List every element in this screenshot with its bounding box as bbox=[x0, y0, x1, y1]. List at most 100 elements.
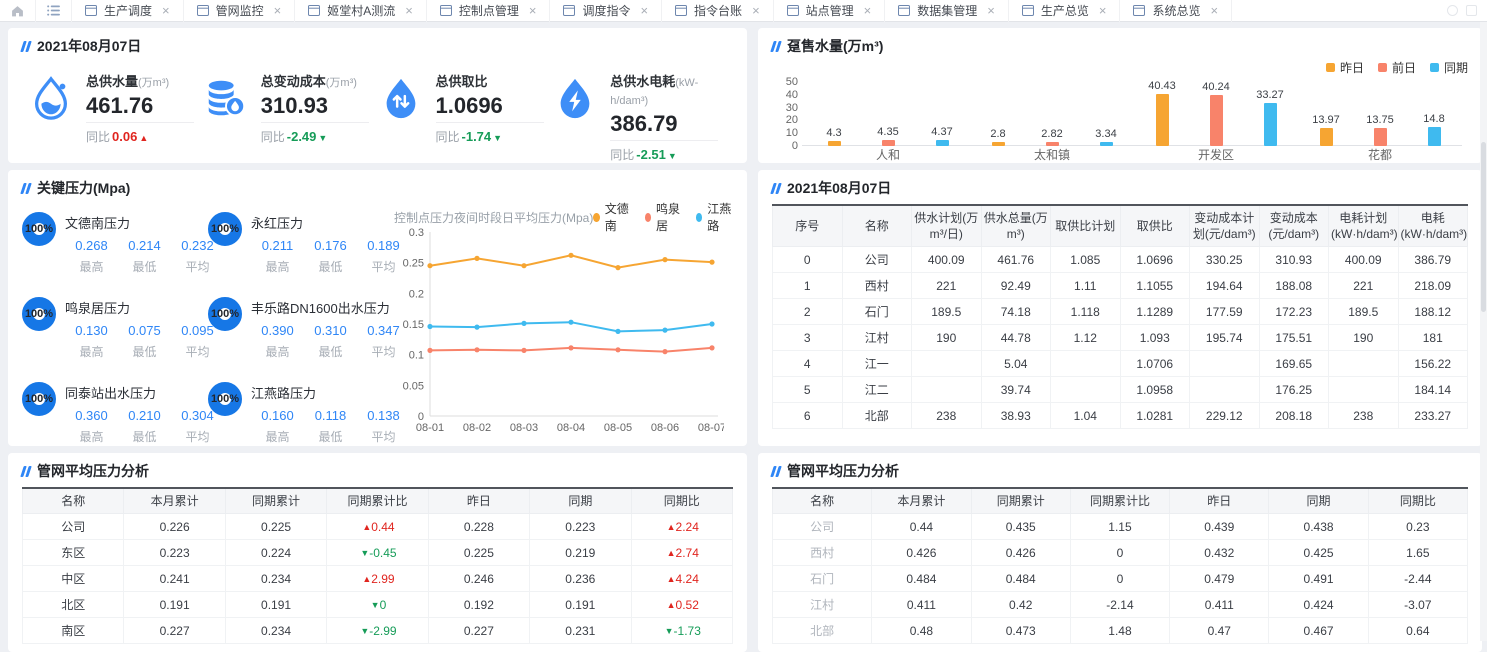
bar-legend: 昨日 前日 同期 bbox=[772, 59, 1468, 76]
trend-down-icon: ▼ bbox=[664, 625, 674, 636]
table-cell: 229.12 bbox=[1189, 402, 1260, 430]
tab[interactable]: 站点管理 × bbox=[774, 0, 886, 22]
bar bbox=[1209, 94, 1223, 146]
tab-label: 姬堂村A测流 bbox=[327, 4, 396, 18]
gauge-info: 文德南压力 0.268 最高 0.214 最低 0.232 平均 bbox=[65, 212, 224, 275]
table-cell: 5.04 bbox=[980, 350, 1051, 378]
gauge-values: 0.268 最高 0.214 最低 0.232 平均 bbox=[65, 238, 224, 275]
pipe-pressure-left-panel: 管网平均压力分析 名称 本月累计 同期累计 同期累计比 昨日 同期 同期比 公司 0.226 0.… bbox=[8, 453, 747, 652]
legend-item[interactable]: 鸣泉居 bbox=[644, 200, 682, 234]
table-cell: 169.65 bbox=[1258, 350, 1329, 378]
legend-item[interactable]: 同期 bbox=[1429, 59, 1468, 76]
tab[interactable]: 调度指令 × bbox=[550, 0, 663, 22]
tab[interactable]: 数据集管理 × bbox=[885, 0, 1009, 22]
table-row: 1 西村 221 92.49 1.11 1.1055 194.64 188.08 221 218.… bbox=[772, 272, 1468, 300]
legend-item[interactable]: 江燕路 bbox=[695, 200, 733, 234]
table-cell: ▼-0.45 bbox=[326, 539, 429, 567]
trend-down-icon: ▼ bbox=[360, 625, 370, 636]
kpi-label: 总变动成本 bbox=[260, 74, 326, 89]
tab[interactable]: 指令台账 × bbox=[662, 0, 774, 22]
legend-item[interactable]: 文德南 bbox=[593, 200, 630, 234]
table-cell: 公司 bbox=[21, 513, 125, 541]
legend-marker-icon bbox=[1429, 63, 1439, 72]
tab-close-icon[interactable]: × bbox=[987, 3, 995, 18]
bar-value-label: 2.82 bbox=[1041, 128, 1063, 141]
home-button[interactable] bbox=[0, 0, 36, 22]
table-cell: 0.42 bbox=[970, 591, 1071, 619]
legend-item[interactable]: 昨日 bbox=[1325, 59, 1364, 76]
table-cell: 0.226 bbox=[123, 513, 226, 541]
table-cell: 172.23 bbox=[1258, 298, 1329, 326]
table-cell: 188.12 bbox=[1397, 298, 1468, 326]
x-axis-category-label: 花都 bbox=[1367, 148, 1392, 162]
kpi-divider bbox=[86, 122, 194, 123]
tab[interactable]: 生产总览 × bbox=[1009, 0, 1121, 22]
maximize-icon[interactable] bbox=[1466, 5, 1477, 16]
window-icon bbox=[675, 5, 688, 16]
kpi-unit: (万m³) bbox=[325, 77, 357, 89]
gauge-info: 江燕路压力 0.160 最高 0.118 最低 0.138 平均 bbox=[251, 382, 410, 445]
tab[interactable]: 姬堂村A测流 × bbox=[295, 0, 427, 22]
tab[interactable]: 控制点管理 × bbox=[427, 0, 551, 22]
table-cell: 北部 bbox=[771, 617, 873, 645]
x-axis-category-label: 开发区 bbox=[1197, 148, 1234, 162]
bar-value-label: 13.97 bbox=[1312, 114, 1340, 127]
table-row: 西村 0.426 0.426 0 0.432 0.425 1.65 bbox=[771, 539, 1469, 567]
gauge-name: 丰乐路DN1600出水压力 bbox=[251, 301, 390, 316]
tab[interactable]: 生产调度 × bbox=[72, 0, 184, 22]
tab-close-icon[interactable]: × bbox=[405, 3, 413, 18]
svg-text:08-04: 08-04 bbox=[557, 422, 585, 434]
table-cell: -3.07 bbox=[1367, 591, 1469, 619]
refresh-icon[interactable] bbox=[1447, 5, 1458, 16]
gauge-value: 0.130 bbox=[75, 323, 108, 338]
column-header: 本月累计 bbox=[123, 488, 226, 515]
table-cell: -2.44 bbox=[1367, 565, 1469, 593]
tab[interactable]: 管网监控 × bbox=[184, 0, 296, 22]
tab-close-icon[interactable]: × bbox=[528, 3, 537, 18]
tab-label: 管网监控 bbox=[215, 4, 264, 18]
pipe-right-title: 管网平均压力分析 bbox=[770, 461, 1468, 481]
table-cell: ▲2.24 bbox=[630, 513, 734, 541]
kpi-info: 总变动成本(万m³) 310.93 同比 -2.49 ▼ bbox=[260, 71, 369, 145]
tab-close-icon[interactable]: × bbox=[640, 3, 649, 18]
wholesale-panel: 趸售水量(万m³) 昨日 前日 同期 0 10 20 30 40 50 4.3 4.35 4.37 人… bbox=[758, 28, 1482, 163]
column-header: 变动成本(元/dam³) bbox=[1258, 205, 1329, 248]
table-cell: 233.27 bbox=[1397, 402, 1468, 430]
pressure-panel-title-text: 关键压力(Mpa) bbox=[37, 180, 131, 196]
bar-value-label: 40.24 bbox=[1202, 80, 1230, 93]
gauge-value-col: 0.268 最高 bbox=[65, 238, 118, 275]
menu-button[interactable] bbox=[36, 0, 72, 22]
kpi-label-row: 总供水电耗(kW-h/dam³) bbox=[610, 71, 727, 109]
table-cell: 1.48 bbox=[1069, 617, 1171, 645]
intake-ratio-drop-icon bbox=[378, 75, 424, 126]
tab-close-icon[interactable]: × bbox=[752, 3, 760, 18]
bar bbox=[935, 140, 949, 146]
trend-up-icon: ▲ bbox=[666, 547, 676, 558]
scrollbar-thumb[interactable] bbox=[1481, 142, 1486, 312]
tab-close-icon[interactable]: × bbox=[1098, 3, 1107, 18]
tab[interactable]: 系统总览 × bbox=[1120, 0, 1233, 22]
table-cell: 东区 bbox=[21, 539, 125, 567]
gauge-value-col: 0.075 最低 bbox=[118, 323, 171, 360]
trend-down-icon: ▼ bbox=[370, 599, 380, 610]
kpi-unit: (万m³) bbox=[138, 77, 170, 89]
kpi-card: 总供水电耗(kW-h/dam³) 386.79 同比 -2.51 ▼ bbox=[552, 71, 727, 163]
bar-chart-plot: 0 10 20 30 40 50 4.3 4.35 4.37 人和 2.8 2.82 3.34 太和镇 40… bbox=[772, 76, 1468, 163]
tab-close-icon[interactable]: × bbox=[273, 3, 282, 18]
tab-close-icon[interactable]: × bbox=[1210, 3, 1219, 18]
legend-marker-icon bbox=[593, 212, 600, 222]
trend-value: 0 bbox=[379, 597, 387, 612]
table-cell: 221 bbox=[1328, 272, 1399, 300]
trend-value: 2.99 bbox=[371, 571, 395, 586]
tab-close-icon[interactable]: × bbox=[863, 3, 872, 18]
legend-item[interactable]: 前日 bbox=[1377, 59, 1416, 76]
gauge-value: 0.390 bbox=[261, 323, 294, 338]
tab-close-icon[interactable]: × bbox=[162, 3, 170, 18]
water-drop-icon bbox=[28, 75, 74, 126]
table-cell: 6 bbox=[772, 402, 843, 430]
table-cell: 0.48 bbox=[871, 617, 972, 645]
table-cell bbox=[1189, 350, 1260, 378]
scrollbar[interactable] bbox=[1480, 22, 1487, 641]
tabbar-right-tools bbox=[1447, 5, 1487, 16]
table-cell: 156.22 bbox=[1397, 350, 1468, 378]
